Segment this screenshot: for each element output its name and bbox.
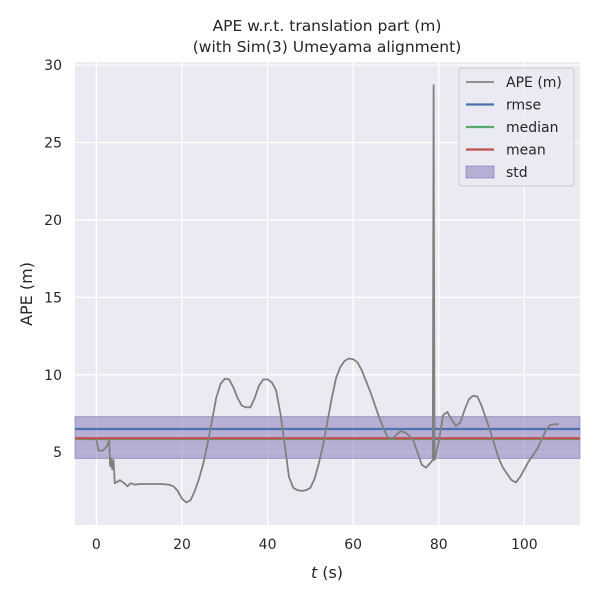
y-tick-labels: 5 10 15 20 25 30 bbox=[44, 58, 62, 461]
ape-series-layer bbox=[95, 84, 559, 504]
legend-label-std: std bbox=[506, 165, 528, 181]
legend: APE (m) rmse median mean std bbox=[458, 67, 575, 187]
legend-box bbox=[458, 67, 575, 187]
x-axis-label-unit: (s) bbox=[322, 563, 343, 582]
x-tick-label: 40 bbox=[259, 537, 277, 553]
x-tick-labels: 0 20 40 60 80 100 bbox=[92, 537, 538, 553]
x-axis-label-variable: t bbox=[311, 563, 318, 582]
y-tick-label: 5 bbox=[53, 445, 62, 461]
legend-swatch-std bbox=[465, 165, 495, 179]
legend-label-mean: mean bbox=[506, 143, 546, 159]
chart-title-line1: APE w.r.t. translation part (m) bbox=[213, 17, 442, 35]
legend-label-median: median bbox=[506, 120, 558, 136]
x-tick-label: 0 bbox=[92, 537, 101, 553]
x-tick-label: 20 bbox=[173, 537, 191, 553]
ape-series-line bbox=[95, 84, 559, 504]
x-tick-label: 60 bbox=[344, 537, 362, 553]
y-tick-label: 10 bbox=[44, 368, 62, 384]
y-axis-label: APE (m) bbox=[17, 262, 36, 326]
y-tick-label: 20 bbox=[44, 213, 62, 229]
legend-label-ape-m: APE (m) bbox=[506, 75, 562, 91]
x-tick-label: 100 bbox=[511, 537, 538, 553]
y-tick-label: 25 bbox=[44, 136, 62, 152]
legend-label-rmse: rmse bbox=[506, 98, 541, 114]
chart-title-line2: (with Sim(3) Umeyama alignment) bbox=[193, 38, 462, 56]
x-tick-label: 80 bbox=[430, 537, 448, 553]
y-tick-label: 15 bbox=[44, 290, 62, 306]
stat-lines-layer bbox=[75, 427, 580, 441]
y-tick-label: 30 bbox=[44, 58, 62, 74]
x-axis-label: t (s) bbox=[311, 563, 343, 582]
